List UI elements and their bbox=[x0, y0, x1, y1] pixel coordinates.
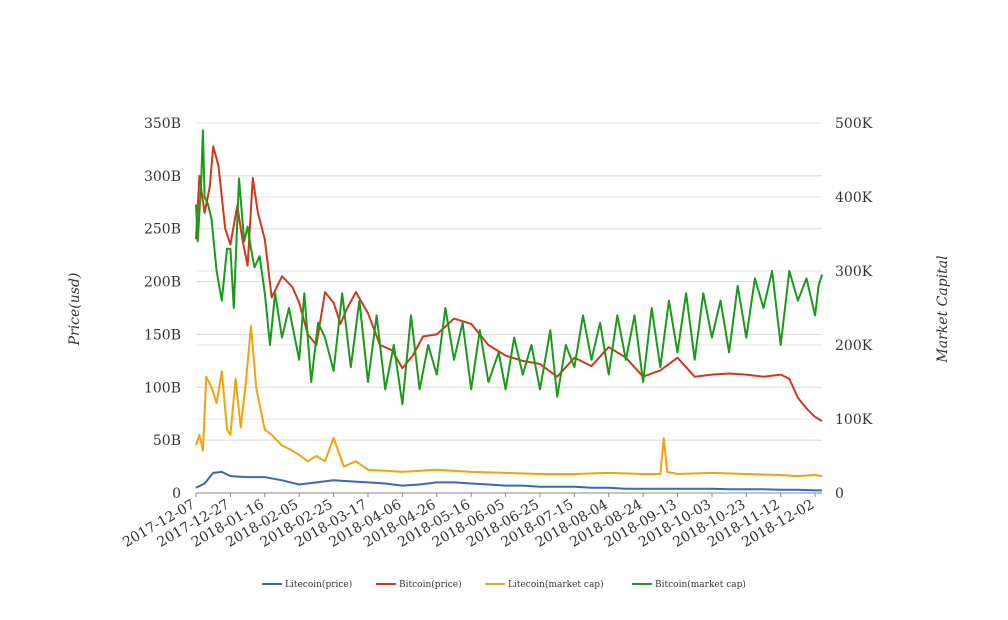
legend: Litecoin(price) Bitcoin(price) Litecoin(ma… bbox=[262, 579, 746, 590]
legend-label: Bitcoin(market cap) bbox=[655, 579, 746, 590]
series-line-bitcoin-market-cap bbox=[195, 129, 823, 406]
series-line-litecoin-market-cap bbox=[195, 325, 823, 478]
legend-label: Litecoin(price) bbox=[285, 579, 352, 590]
right-tick-label: 400K bbox=[835, 190, 873, 206]
grid-lines bbox=[196, 122, 822, 494]
right-tick-label: 500K bbox=[835, 116, 873, 132]
right-axis-ticks: 0 100K 200K 300K 400K 500K bbox=[835, 116, 873, 502]
series-line-bitcoin-price bbox=[195, 145, 823, 422]
series-line-litecoin-price bbox=[195, 470, 822, 492]
x-axis-ticks: 2017-12-072017-12-272018-01-162018-02-05… bbox=[120, 493, 817, 551]
legend-label: Bitcoin(price) bbox=[399, 579, 462, 590]
left-tick-label: 300B bbox=[144, 169, 181, 185]
left-tick-label: 50B bbox=[153, 433, 181, 449]
left-tick-label: 150B bbox=[144, 327, 181, 343]
right-tick-label: 300K bbox=[835, 264, 873, 280]
left-tick-label: 0 bbox=[172, 486, 181, 502]
left-tick-label: 350B bbox=[144, 116, 181, 132]
right-tick-label: 0 bbox=[835, 486, 844, 502]
left-tick-label: 100B bbox=[144, 380, 181, 396]
right-tick-label: 100K bbox=[835, 412, 873, 428]
legend-label: Litecoin(market cap) bbox=[508, 579, 604, 590]
series-layer bbox=[195, 129, 823, 492]
left-axis-ticks: 0 50B 100B 150B 200B 250B 300B 350B bbox=[144, 116, 181, 502]
left-axis-title: Price(usd) bbox=[67, 273, 83, 347]
left-tick-label: 200B bbox=[144, 275, 181, 291]
right-tick-label: 200K bbox=[835, 338, 873, 354]
right-axis-title: Market Capital bbox=[935, 255, 951, 363]
left-tick-label: 250B bbox=[144, 222, 181, 238]
